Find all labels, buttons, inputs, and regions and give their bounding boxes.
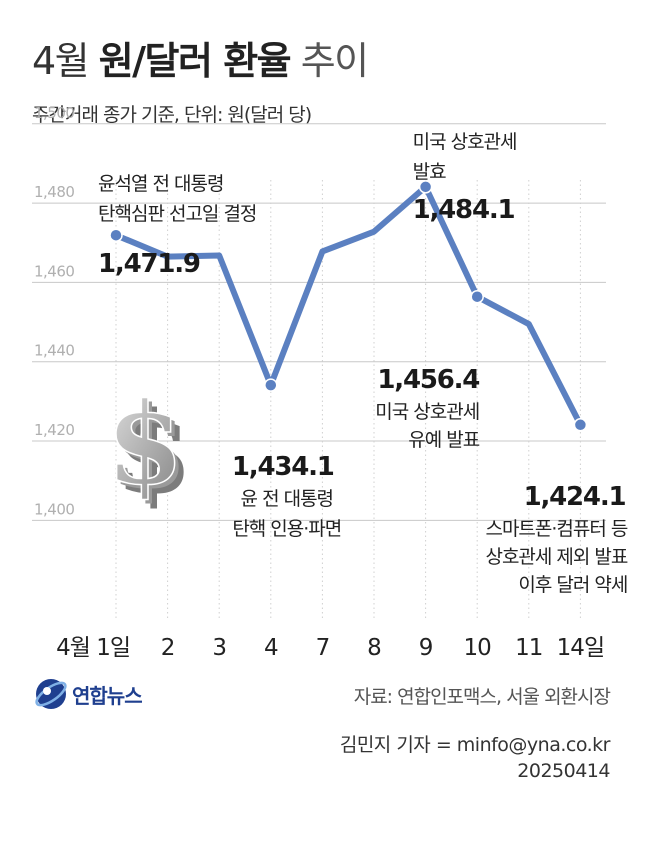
annotation-text: 탄핵 인용·파면 <box>232 518 341 540</box>
line-chart: 1,400 1,420 1,440 1,460 1,480 1,500 $ $ $ 1,4… <box>32 104 629 661</box>
publish-date: 20250414 <box>517 759 610 782</box>
data-point <box>264 378 278 392</box>
x-tick-label: 7 <box>316 635 330 661</box>
x-tick-label: 11 <box>515 635 542 661</box>
author-credit: 김민지 기자 = minfo@yna.co.kr <box>339 734 611 756</box>
x-tick-label: 8 <box>367 635 381 661</box>
annotation-text: 윤석열 전 대통령 <box>98 173 223 195</box>
y-axis: 1,400 1,420 1,440 1,460 1,480 1,500 <box>34 104 75 519</box>
data-point <box>470 289 484 304</box>
value-label: 1,456.4 <box>377 365 479 395</box>
annotation-text: 유예 발표 <box>408 429 479 451</box>
annotation-text: 윤 전 대통령 <box>241 488 333 510</box>
svg-text:$: $ <box>115 388 193 519</box>
annotation-text: 상호관세 제외 발표 <box>485 546 627 568</box>
annotation-text: 탄핵심판 선고일 결정 <box>98 203 256 225</box>
chart-subtitle: 주간거래 종가 기준, 단위: 원(달러 당) <box>32 104 312 126</box>
logo-text: 연합뉴스 <box>72 683 143 708</box>
credit: 김민지 기자 = minfo@yna.co.kr 20250414 <box>339 733 611 784</box>
x-tick-label: 3 <box>212 635 226 661</box>
annotation-text: 미국 상호관세 <box>413 131 517 153</box>
x-axis: 4월 1일 2 3 4 7 8 9 10 11 14일 <box>56 635 605 661</box>
y-tick-label: 1,440 <box>34 342 74 360</box>
source-note: 자료: 연합인포맥스, 서울 외환시장 <box>353 686 611 708</box>
y-tick-label: 1,500 <box>34 104 74 122</box>
data-point <box>573 418 588 432</box>
x-tick-label: 2 <box>161 635 175 661</box>
svg-text:$: $ <box>106 379 184 510</box>
value-label: 1,471.9 <box>98 249 200 279</box>
yonhap-logo: 연합뉴스 <box>33 676 143 712</box>
yonhap-logo-icon <box>35 679 67 709</box>
title-bold: 원/달러 환율 <box>98 39 292 83</box>
chart-title: 4월 원/달러 환율 추이 <box>32 30 369 85</box>
annotation-text: 이후 달러 약세 <box>518 574 627 596</box>
y-tick-label: 1,420 <box>34 421 74 439</box>
x-tick-label: 14일 <box>557 635 604 661</box>
series-line <box>113 183 584 428</box>
data-point <box>109 228 123 242</box>
data-point <box>418 180 433 194</box>
x-tick-label: 9 <box>419 635 433 661</box>
annotation-text: 발효 <box>413 161 446 183</box>
title-suffix: 추이 <box>290 39 369 83</box>
title-prefix: 4월 <box>32 39 99 83</box>
dollar-sign-3d-icon: $ $ $ <box>105 378 193 519</box>
grid-lines <box>32 123 606 521</box>
svg-text:$: $ <box>110 383 188 514</box>
annotation-text: 스마트폰·컴퓨터 등 <box>485 518 627 540</box>
annotation-text: 미국 상호관세 <box>375 401 479 423</box>
value-label: 1,424.1 <box>524 482 626 512</box>
x-tick-label: 4월 1일 <box>56 635 130 661</box>
y-tick-label: 1,460 <box>34 262 74 280</box>
value-label: 1,434.1 <box>232 452 334 482</box>
data-points <box>109 180 588 432</box>
value-label: 1,484.1 <box>413 195 515 225</box>
y-tick-label: 1,400 <box>34 500 74 518</box>
x-tick-label: 4 <box>264 635 278 661</box>
y-tick-label: 1,480 <box>34 183 74 201</box>
x-tick-label: 10 <box>464 635 492 661</box>
